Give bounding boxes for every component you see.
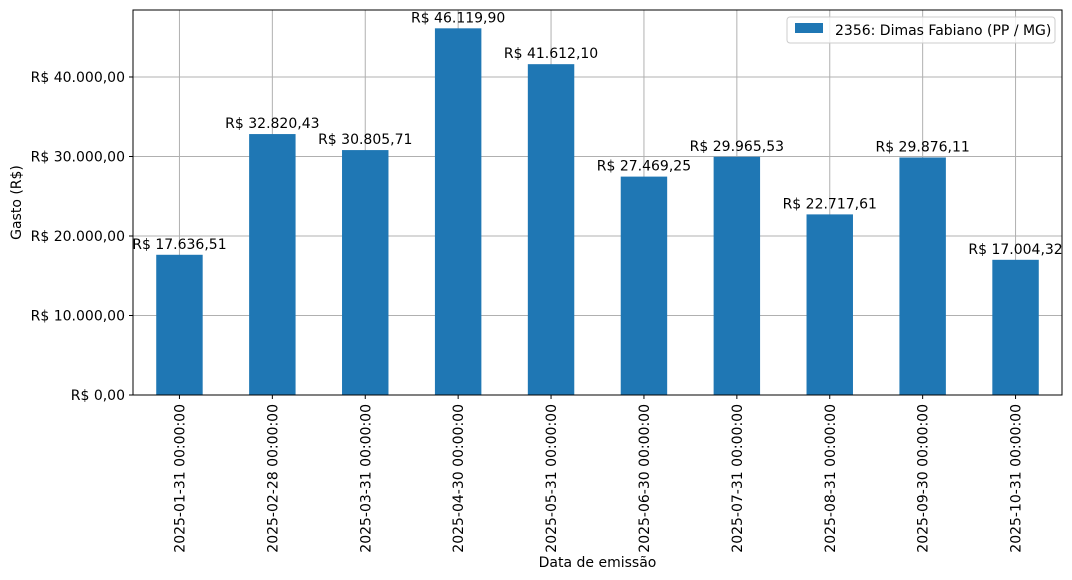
bar-value-label: R$ 29.876,11 xyxy=(875,139,969,155)
bars xyxy=(156,28,1039,396)
x-tick-label: 2025-01-31 00:00:00 xyxy=(172,404,188,553)
y-axis-ticks: R$ 0,00 R$ 10.000,00 R$ 20.000,00 R$ 30.000… xyxy=(31,70,133,404)
y-tick-label: R$ 10.000,00 xyxy=(31,308,125,324)
y-tick-label: R$ 0,00 xyxy=(71,388,125,404)
bar-value-label: R$ 29.965,53 xyxy=(690,139,784,155)
bar-value-label: R$ 46.119,90 xyxy=(411,10,505,26)
bar xyxy=(249,134,296,396)
bar-value-label: R$ 17.636,51 xyxy=(132,237,226,253)
bar-value-label: R$ 27.469,25 xyxy=(597,159,691,175)
x-tick-label: 2025-05-31 00:00:00 xyxy=(544,404,560,553)
bar xyxy=(713,156,761,395)
legend-swatch xyxy=(795,23,823,33)
bar xyxy=(806,214,853,395)
x-tick-label: 2025-08-31 00:00:00 xyxy=(823,404,839,553)
x-tick-label: 2025-07-31 00:00:00 xyxy=(730,404,746,553)
bar xyxy=(527,64,575,396)
x-tick-label: 2025-03-31 00:00:00 xyxy=(358,404,374,553)
bar xyxy=(899,157,946,395)
bar-value-label: R$ 30.805,71 xyxy=(318,132,412,148)
x-tick-label: 2025-04-30 00:00:00 xyxy=(451,404,467,553)
legend: 2356: Dimas Fabiano (PP / MG) xyxy=(786,16,1056,44)
bar-value-label: R$ 22.717,61 xyxy=(783,196,877,212)
x-tick-label: 2025-10-31 00:00:00 xyxy=(1009,404,1025,553)
bar xyxy=(156,254,203,395)
x-tick-label: 2025-09-30 00:00:00 xyxy=(916,404,932,553)
plot-frame xyxy=(132,9,1063,396)
y-tick-label: R$ 20.000,00 xyxy=(31,229,125,245)
x-tick-label: 2025-06-30 00:00:00 xyxy=(637,404,653,553)
legend-box xyxy=(786,16,1056,44)
y-tick-label: R$ 40.000,00 xyxy=(31,70,125,86)
bar xyxy=(342,150,389,395)
x-axis-ticks: 2025-01-31 00:00:00 2025-02-28 00:00:00 20… xyxy=(172,395,1025,553)
legend-entry: 2356: Dimas Fabiano (PP / MG) xyxy=(835,23,1051,39)
bar-value-label: R$ 17.004,32 xyxy=(968,242,1062,258)
bar-value-labels: R$ 17.636,51 R$ 32.820,43R$ 30.805,71 R$ 4… xyxy=(132,10,1062,257)
x-axis-label: Data de emissão xyxy=(539,555,657,571)
x-tick-label: 2025-02-28 00:00:00 xyxy=(265,404,281,553)
y-axis-label: Gasto (R$) xyxy=(9,165,25,240)
bar xyxy=(992,259,1039,395)
bar xyxy=(620,176,668,395)
bar-value-label: R$ 32.820,43 xyxy=(225,116,319,132)
y-tick-label: R$ 30.000,00 xyxy=(31,149,125,165)
bar xyxy=(434,28,482,395)
bar-value-label: R$ 41.612,10 xyxy=(504,46,598,62)
